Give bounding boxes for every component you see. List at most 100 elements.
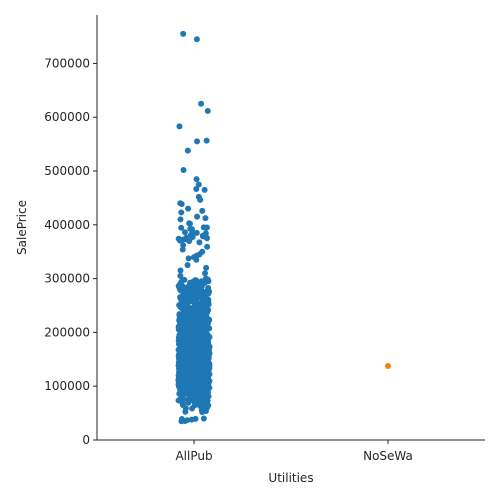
data-point-allpub bbox=[179, 341, 186, 347]
y-tick-label: 400000 bbox=[44, 218, 90, 232]
data-point-nosewa bbox=[385, 363, 391, 370]
x-axis-label: Utilities bbox=[268, 471, 313, 485]
data-point-allpub bbox=[191, 353, 198, 360]
data-point-allpub bbox=[205, 402, 212, 409]
data-point-allpub bbox=[176, 237, 183, 244]
data-point-allpub bbox=[177, 267, 184, 274]
data-point-allpub bbox=[188, 296, 195, 303]
data-point-allpub bbox=[193, 186, 200, 193]
data-point-allpub bbox=[176, 123, 183, 130]
data-point-allpub bbox=[200, 363, 207, 370]
data-point-allpub bbox=[177, 295, 184, 302]
data-point-allpub bbox=[202, 394, 209, 401]
data-point-allpub bbox=[179, 246, 186, 253]
data-point-allpub bbox=[180, 30, 187, 37]
data-point-allpub bbox=[200, 318, 207, 325]
data-point-allpub bbox=[194, 213, 201, 220]
data-point-allpub bbox=[203, 308, 210, 315]
data-point-allpub bbox=[206, 350, 213, 357]
data-point-allpub bbox=[182, 373, 189, 380]
data-point-allpub bbox=[202, 270, 209, 277]
data-point-allpub bbox=[186, 238, 193, 244]
data-point-allpub bbox=[198, 306, 205, 313]
data-point-allpub bbox=[177, 303, 184, 310]
data-point-allpub bbox=[196, 239, 203, 246]
data-point-allpub bbox=[179, 393, 186, 400]
points-layer bbox=[175, 30, 391, 425]
data-point-allpub bbox=[193, 295, 200, 302]
y-axis-label: SalePrice bbox=[15, 200, 29, 255]
data-point-allpub bbox=[197, 196, 204, 203]
data-point-allpub bbox=[193, 256, 200, 263]
data-point-allpub bbox=[183, 366, 190, 373]
data-point-allpub bbox=[188, 393, 195, 400]
data-point-allpub bbox=[176, 332, 183, 339]
y-tick-label: 0 bbox=[82, 433, 90, 447]
data-point-allpub bbox=[181, 319, 188, 326]
data-point-allpub bbox=[179, 354, 186, 361]
data-point-allpub bbox=[198, 289, 205, 296]
data-point-allpub bbox=[193, 315, 200, 322]
data-point-allpub bbox=[180, 167, 187, 174]
data-point-allpub bbox=[185, 255, 192, 262]
data-point-allpub bbox=[188, 312, 195, 319]
data-point-allpub bbox=[204, 243, 211, 250]
data-point-allpub bbox=[178, 278, 185, 285]
y-tick-label: 500000 bbox=[44, 164, 90, 178]
data-point-allpub bbox=[184, 147, 191, 154]
data-point-allpub bbox=[186, 220, 193, 227]
data-point-allpub bbox=[189, 362, 196, 369]
data-point-allpub bbox=[204, 380, 211, 387]
data-point-allpub bbox=[194, 363, 201, 370]
x-tick-label: AllPub bbox=[175, 449, 212, 463]
data-point-allpub bbox=[193, 36, 200, 43]
y-tick-label: 200000 bbox=[44, 325, 90, 339]
data-point-allpub bbox=[198, 323, 205, 330]
data-point-allpub bbox=[205, 361, 212, 368]
data-point-allpub bbox=[199, 207, 206, 214]
data-point-allpub bbox=[203, 354, 210, 361]
data-point-allpub bbox=[204, 235, 211, 242]
data-point-allpub bbox=[203, 224, 210, 231]
data-point-allpub bbox=[178, 209, 185, 216]
data-point-allpub bbox=[185, 205, 192, 212]
data-point-allpub bbox=[202, 215, 209, 222]
data-point-allpub bbox=[189, 233, 196, 240]
data-point-allpub bbox=[200, 279, 207, 286]
data-point-allpub bbox=[183, 298, 190, 305]
data-point-allpub bbox=[181, 290, 188, 297]
data-point-allpub bbox=[189, 383, 196, 390]
data-point-allpub bbox=[181, 229, 188, 236]
data-point-allpub bbox=[189, 226, 195, 233]
data-point-allpub bbox=[193, 387, 200, 394]
data-point-allpub bbox=[199, 330, 206, 337]
data-point-allpub bbox=[204, 107, 211, 114]
y-axis-ticks: 0 100000 200000 300000 400000 500000 600000 700… bbox=[44, 56, 97, 447]
data-point-allpub bbox=[176, 313, 183, 320]
data-point-allpub bbox=[201, 186, 208, 193]
data-point-allpub bbox=[199, 368, 206, 375]
data-point-allpub bbox=[205, 284, 212, 291]
data-point-allpub bbox=[177, 216, 184, 223]
x-tick-label: NoSeWa bbox=[363, 449, 413, 463]
data-point-allpub bbox=[191, 303, 198, 310]
y-tick-label: 700000 bbox=[44, 56, 90, 70]
data-point-allpub bbox=[175, 323, 182, 330]
data-point-allpub bbox=[195, 181, 202, 188]
data-point-allpub bbox=[193, 229, 200, 236]
data-point-allpub bbox=[197, 336, 204, 343]
data-point-allpub bbox=[180, 384, 187, 391]
data-point-allpub bbox=[196, 375, 203, 382]
data-point-allpub bbox=[200, 415, 207, 422]
data-point-allpub bbox=[201, 302, 208, 309]
data-point-allpub bbox=[203, 137, 210, 144]
data-point-allpub bbox=[201, 295, 208, 302]
data-point-allpub bbox=[184, 309, 191, 316]
data-point-allpub bbox=[203, 264, 210, 271]
y-tick-label: 600000 bbox=[44, 110, 90, 124]
data-point-allpub bbox=[184, 417, 191, 424]
x-axis-ticks: AllPub NoSeWa bbox=[175, 440, 413, 463]
data-point-allpub bbox=[196, 344, 203, 351]
data-point-allpub bbox=[202, 408, 209, 415]
